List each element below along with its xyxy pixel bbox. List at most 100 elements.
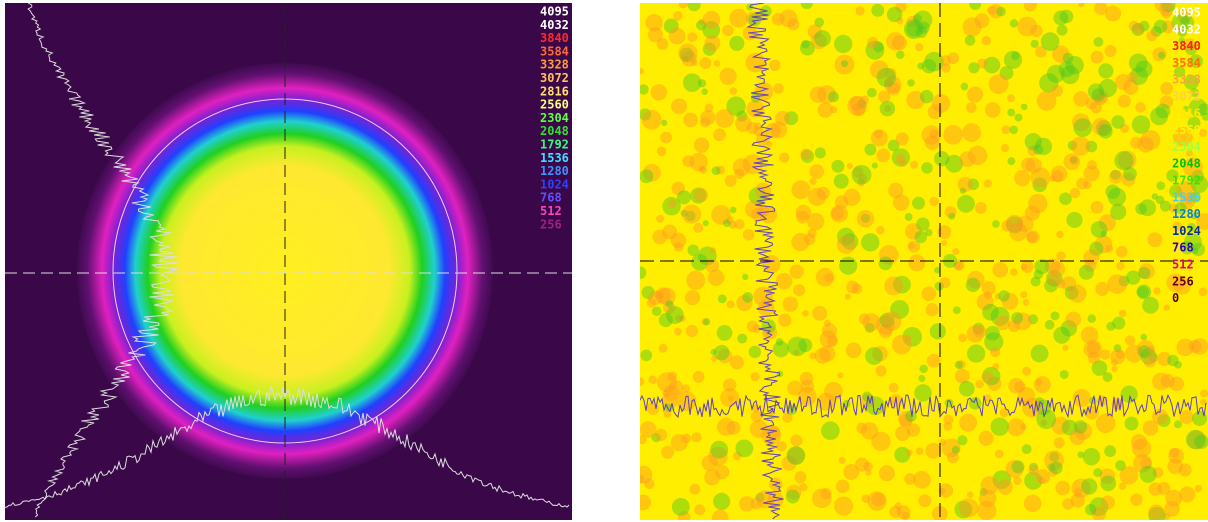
spot <box>729 355 744 370</box>
spot <box>938 438 946 446</box>
spot <box>640 465 653 484</box>
spot <box>767 426 781 439</box>
spot <box>824 381 843 401</box>
spot <box>693 222 704 233</box>
spot <box>937 225 952 239</box>
spot <box>1009 222 1028 242</box>
spot <box>1130 493 1143 506</box>
spot <box>1014 380 1026 393</box>
spot <box>1078 3 1085 8</box>
spot <box>938 483 954 498</box>
spot <box>954 368 970 384</box>
spot <box>1083 339 1103 359</box>
spot <box>1078 264 1094 280</box>
spot <box>1120 385 1138 403</box>
spot <box>761 330 769 337</box>
spot <box>800 40 815 56</box>
spot <box>1167 354 1179 367</box>
spot <box>715 165 725 175</box>
spot <box>652 229 668 245</box>
spot <box>698 18 705 25</box>
spot <box>1098 78 1117 98</box>
spot <box>1117 94 1131 108</box>
spot <box>1100 475 1117 492</box>
spot <box>1049 461 1063 475</box>
scale-label: 3328 <box>540 58 569 72</box>
spot <box>801 39 810 49</box>
spot <box>844 293 851 300</box>
spot <box>809 86 827 103</box>
spot <box>861 391 872 402</box>
spot <box>759 205 778 224</box>
spot <box>884 104 892 113</box>
spot <box>1098 124 1113 139</box>
spot <box>1164 501 1180 517</box>
spot <box>1194 434 1208 450</box>
spot <box>1136 340 1155 358</box>
spot <box>871 492 886 507</box>
spot <box>682 155 695 168</box>
spot <box>886 6 903 23</box>
spot <box>965 277 981 293</box>
spot <box>812 305 828 321</box>
spot <box>742 291 754 303</box>
spot <box>702 42 717 56</box>
spot <box>927 104 943 120</box>
spot <box>904 213 913 221</box>
spot <box>1087 314 1096 323</box>
spot <box>729 87 738 95</box>
spot <box>1188 98 1208 117</box>
scale-label: 4032 <box>540 18 569 32</box>
spot <box>641 109 662 130</box>
spot <box>836 227 855 246</box>
spot <box>851 164 872 185</box>
spot <box>742 273 749 281</box>
spot <box>1160 82 1174 95</box>
spot <box>640 108 652 121</box>
spot <box>888 382 899 393</box>
spot <box>746 99 765 118</box>
spot <box>876 67 896 88</box>
spot <box>864 143 877 156</box>
spot <box>1051 170 1064 183</box>
scale-label: 3584 <box>540 44 569 58</box>
spot <box>779 152 790 163</box>
spot <box>857 178 865 187</box>
spot <box>1017 16 1038 37</box>
spot <box>952 247 960 256</box>
spot <box>687 244 699 256</box>
spot <box>834 496 854 516</box>
spot <box>1191 338 1208 355</box>
spot <box>1178 463 1192 477</box>
spot <box>1152 467 1164 478</box>
spot <box>1135 60 1153 78</box>
spot <box>1138 263 1155 280</box>
spot <box>769 59 781 72</box>
spot <box>713 344 730 361</box>
spot <box>787 18 800 31</box>
spot <box>898 411 913 426</box>
spot <box>640 349 653 362</box>
spot <box>802 310 809 317</box>
spot <box>1142 296 1159 314</box>
spot <box>1090 50 1104 64</box>
spot <box>983 179 993 188</box>
spot <box>1064 285 1079 300</box>
spot <box>1126 71 1138 83</box>
spot <box>981 371 994 383</box>
spot <box>1126 270 1141 285</box>
spot <box>658 312 673 328</box>
spot <box>901 511 910 520</box>
spot <box>1053 326 1071 344</box>
spot <box>1168 447 1185 464</box>
spot <box>1073 487 1083 497</box>
spot <box>1094 235 1113 254</box>
spot <box>1131 115 1151 134</box>
spot <box>778 313 792 327</box>
spot <box>650 84 668 101</box>
spot <box>662 224 678 240</box>
spot <box>891 334 912 355</box>
spot <box>1100 495 1116 510</box>
spot <box>1174 202 1187 215</box>
spot <box>682 55 689 63</box>
